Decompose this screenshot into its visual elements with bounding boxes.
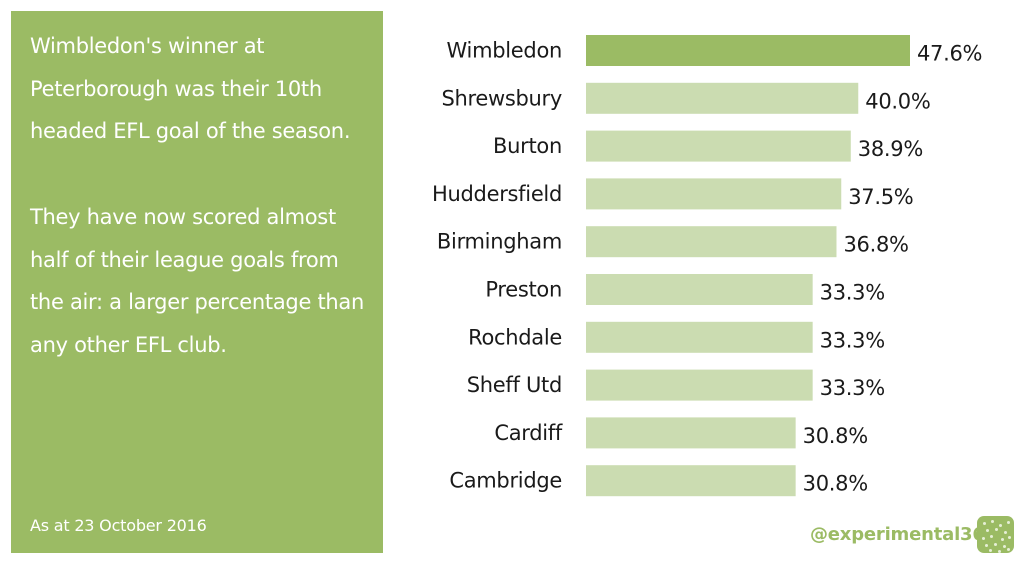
credit-handle: @experimental361 (810, 524, 998, 545)
category-label: Burton (493, 134, 562, 158)
category-label: Rochdale (468, 325, 562, 349)
category-label: Cardiff (494, 421, 563, 445)
value-label: 38.9% (858, 137, 923, 161)
bar-wimbledon (586, 35, 910, 66)
bar-cardiff (586, 417, 796, 449)
category-label: Shrewsbury (441, 86, 562, 110)
summary-paragraph-2: They have now scored almost half of thei… (30, 205, 364, 357)
bar-rochdale (586, 321, 813, 353)
category-label: Sheff Utd (467, 373, 562, 397)
value-label: 30.8% (803, 472, 868, 496)
bar-huddersfield (586, 178, 842, 210)
value-label: 40.0% (865, 89, 930, 113)
value-label: 36.8% (843, 233, 908, 257)
value-label: 30.8% (803, 424, 868, 448)
bar-shrewsbury (586, 82, 859, 114)
value-label: 33.3% (820, 376, 885, 400)
bar-sheff-utd (586, 369, 813, 401)
category-label: Preston (485, 278, 562, 302)
category-label: Birmingham (437, 230, 562, 254)
date-note: As at 23 October 2016 (30, 516, 207, 535)
category-label: Wimbledon (447, 39, 562, 63)
value-label: 33.3% (820, 328, 885, 352)
value-label: 47.6% (917, 42, 982, 66)
value-label: 33.3% (820, 281, 885, 305)
bars-group: Wimbledon 47.6% Shrewsbury 40.0% Burton 38.9%… (432, 35, 983, 497)
bar-burton (586, 130, 851, 162)
bar-chart: Wimbledon 47.6% Shrewsbury 40.0% Burton 38.9%… (432, 35, 983, 497)
bar-birmingham (586, 226, 837, 258)
summary-paragraph-1: Wimbledon's winner at Peterborough was t… (30, 34, 351, 143)
category-label: Huddersfield (432, 182, 562, 206)
value-label: 37.5% (848, 185, 913, 209)
experimental361-logo-icon (977, 516, 1014, 553)
bar-cambridge (586, 465, 796, 497)
summary-panel: Wimbledon's winner at Peterborough was t… (11, 11, 383, 553)
category-label: Cambridge (449, 469, 562, 493)
bar-preston (586, 274, 813, 305)
